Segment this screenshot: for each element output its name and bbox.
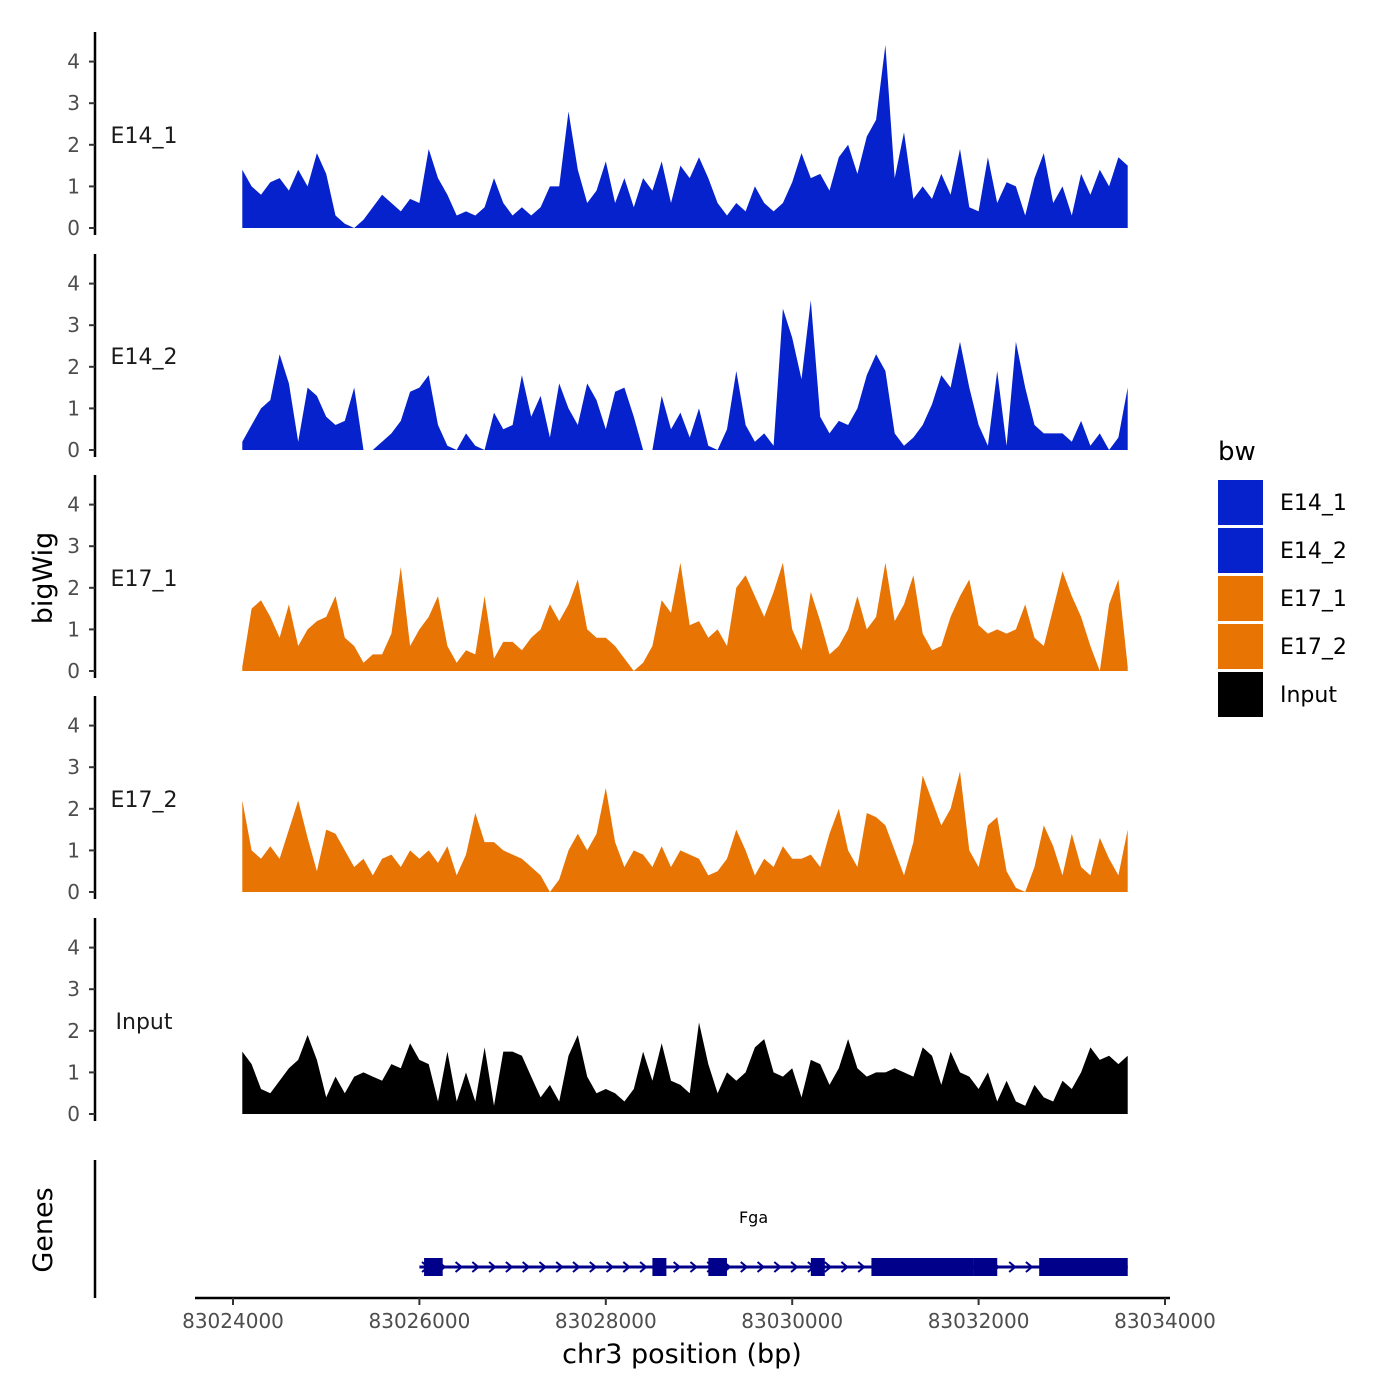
strand-arrow-icon bbox=[1025, 1261, 1034, 1273]
genes-axis-title: Genes bbox=[28, 1187, 59, 1272]
y-tick-label: 0 bbox=[67, 880, 80, 904]
signal-area bbox=[242, 562, 1128, 671]
tracks-layer: 0 1 2 3 4 E14_1 0 1 2 3 4 E14_2 0 1 2 3 4 E17_1 0 1 2 3 4 E17_2… bbox=[67, 32, 1128, 1126]
strand-arrow-icon bbox=[622, 1261, 631, 1273]
x-tick-label: 83024000 bbox=[182, 1309, 284, 1333]
track-e17-2: 0 1 2 3 4 E17_2 bbox=[67, 696, 1128, 904]
y-axis-title: bigWig bbox=[28, 532, 59, 625]
genes-track: Fga bbox=[93, 1160, 1128, 1298]
y-tick-label: 3 bbox=[67, 534, 80, 558]
legend-label: Input bbox=[1280, 683, 1337, 708]
gene-label: Fga bbox=[739, 1208, 768, 1227]
y-tick-label: 3 bbox=[67, 91, 80, 115]
strand-arrow-icon bbox=[454, 1261, 464, 1273]
y-tick-label: 0 bbox=[67, 1102, 80, 1126]
track-e14-2: 0 1 2 3 4 E14_2 bbox=[67, 254, 1128, 462]
strand-arrow-icon bbox=[672, 1261, 682, 1273]
strand-arrow-icon bbox=[790, 1261, 799, 1273]
exon-block bbox=[973, 1258, 998, 1276]
y-tick-label: 3 bbox=[67, 977, 80, 1001]
track-input: 0 1 2 3 4 Input bbox=[67, 918, 1128, 1126]
track-e14-1: 0 1 2 3 4 E14_1 bbox=[67, 32, 1128, 240]
track-label: E17_2 bbox=[111, 788, 178, 813]
y-tick-label: 0 bbox=[67, 216, 80, 240]
legend-label: E14_2 bbox=[1280, 539, 1347, 564]
x-tick-label: 83028000 bbox=[555, 1309, 657, 1333]
exon-block bbox=[810, 1258, 825, 1276]
y-tick-label: 1 bbox=[67, 838, 80, 862]
y-tick-label: 2 bbox=[67, 1019, 80, 1043]
y-tick-label: 1 bbox=[67, 1060, 80, 1084]
strand-arrow-icon bbox=[471, 1261, 480, 1273]
exon-block bbox=[1039, 1258, 1128, 1276]
signal-area bbox=[242, 45, 1128, 228]
strand-arrow-icon bbox=[639, 1261, 648, 1273]
signal-area bbox=[242, 1022, 1128, 1114]
legend: bw E14_1 E14_2 E17_1 E17_2 Input bbox=[1218, 437, 1347, 717]
exon-block bbox=[652, 1258, 667, 1276]
y-tick-label: 2 bbox=[67, 576, 80, 600]
exon-block bbox=[708, 1258, 727, 1276]
signal-area bbox=[242, 300, 1128, 450]
legend-title: bw bbox=[1218, 437, 1256, 467]
legend-swatch bbox=[1218, 576, 1263, 621]
y-tick-label: 1 bbox=[67, 174, 80, 198]
y-tick-label: 4 bbox=[67, 50, 80, 74]
exon-block bbox=[424, 1258, 443, 1276]
legend-swatch bbox=[1218, 528, 1263, 573]
strand-arrow-icon bbox=[773, 1261, 782, 1273]
y-tick-label: 1 bbox=[67, 617, 80, 641]
strand-arrow-icon bbox=[605, 1261, 615, 1273]
strand-arrow-icon bbox=[740, 1261, 749, 1273]
y-tick-label: 2 bbox=[67, 355, 80, 379]
x-tick-label: 83034000 bbox=[1114, 1309, 1216, 1333]
legend-swatch bbox=[1218, 672, 1263, 717]
strand-arrow-icon bbox=[857, 1261, 866, 1273]
track-label: E14_2 bbox=[111, 345, 178, 370]
legend-swatch bbox=[1218, 480, 1263, 525]
y-tick-label: 4 bbox=[67, 493, 80, 517]
x-axis: 83024000 83026000 83028000 83030000 83032000… bbox=[182, 1296, 1216, 1333]
y-tick-label: 2 bbox=[67, 133, 80, 157]
legend-label: E17_1 bbox=[1280, 587, 1347, 612]
strand-arrow-icon bbox=[505, 1261, 514, 1273]
strand-arrow-icon bbox=[572, 1261, 581, 1273]
legend-swatch bbox=[1218, 624, 1263, 669]
track-label: Input bbox=[116, 1010, 173, 1035]
strand-arrow-icon bbox=[589, 1261, 598, 1273]
strand-arrow-icon bbox=[522, 1261, 531, 1273]
strand-arrow-icon bbox=[689, 1261, 698, 1273]
track-e17-1: 0 1 2 3 4 E17_1 bbox=[67, 475, 1128, 683]
y-tick-label: 3 bbox=[67, 755, 80, 779]
strand-arrow-icon bbox=[538, 1261, 547, 1273]
gene-fga: Fga bbox=[419, 1208, 1128, 1276]
legend-label: E14_1 bbox=[1280, 491, 1347, 516]
track-label: E17_1 bbox=[111, 567, 178, 592]
legend-label: E17_2 bbox=[1280, 635, 1347, 660]
strand-arrow-icon bbox=[823, 1261, 833, 1273]
y-tick-label: 4 bbox=[67, 272, 80, 296]
y-tick-label: 3 bbox=[67, 313, 80, 337]
y-tick-label: 0 bbox=[67, 659, 80, 683]
y-tick-label: 2 bbox=[67, 797, 80, 821]
x-tick-label: 83026000 bbox=[369, 1309, 471, 1333]
y-tick-label: 4 bbox=[67, 936, 80, 960]
y-tick-label: 1 bbox=[67, 396, 80, 420]
y-tick-label: 0 bbox=[67, 438, 80, 462]
strand-arrow-icon bbox=[756, 1261, 766, 1273]
y-tick-label: 4 bbox=[67, 714, 80, 738]
track-label: E14_1 bbox=[111, 124, 178, 149]
signal-area bbox=[242, 771, 1128, 892]
x-tick-label: 83032000 bbox=[928, 1309, 1030, 1333]
x-tick-label: 83030000 bbox=[741, 1309, 843, 1333]
strand-arrow-icon bbox=[488, 1261, 497, 1273]
exon-block bbox=[871, 1258, 974, 1276]
strand-arrow-icon bbox=[555, 1261, 564, 1273]
x-axis-title: chr3 position (bp) bbox=[562, 1339, 802, 1370]
strand-arrow-icon bbox=[840, 1261, 849, 1273]
strand-arrow-icon bbox=[1008, 1261, 1017, 1273]
